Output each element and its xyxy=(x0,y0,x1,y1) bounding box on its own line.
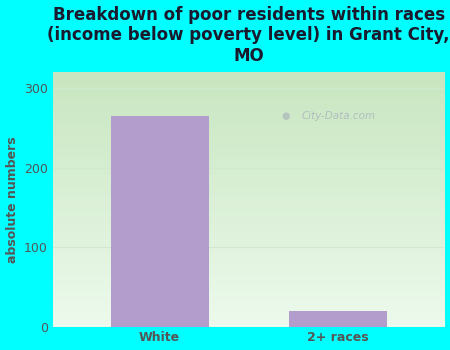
Title: Breakdown of poor residents within races
(income below poverty level) in Grant C: Breakdown of poor residents within races… xyxy=(47,6,450,65)
Y-axis label: absolute numbers: absolute numbers xyxy=(5,136,18,263)
Bar xyxy=(289,311,387,327)
Text: ●: ● xyxy=(282,111,290,120)
Bar xyxy=(111,116,209,327)
Text: City-Data.com: City-Data.com xyxy=(302,111,376,120)
